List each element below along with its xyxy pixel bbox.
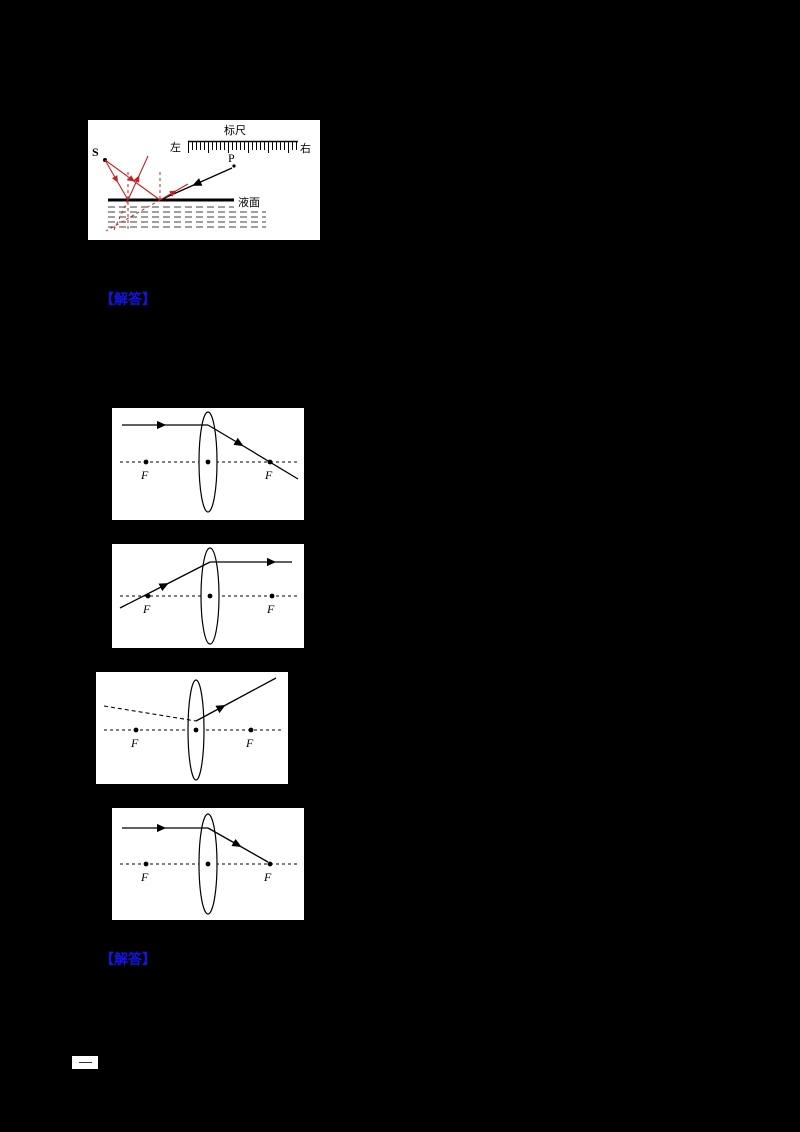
lens-diagram-b: F F	[119, 547, 298, 645]
surface-label: 液面	[238, 195, 260, 209]
focal-point-left	[143, 861, 149, 867]
incident-ray-extension	[103, 705, 197, 722]
construction-lines	[105, 172, 161, 233]
focal-point-right	[248, 727, 254, 733]
optical-center	[205, 861, 211, 867]
answer-link-2[interactable]: 【解答】	[100, 953, 156, 968]
focal-label-right: F	[266, 602, 275, 616]
focal-label-left: F	[140, 870, 149, 884]
focal-label-left: F	[130, 736, 139, 750]
focal-point-right	[267, 861, 273, 867]
optical-center	[207, 593, 213, 599]
light-rays	[104, 155, 189, 201]
sight-ray-to-surface	[159, 167, 233, 201]
ruler-scale	[188, 140, 298, 153]
lens-diagram-d: F F	[120, 813, 298, 915]
lens-diagram-panel-a: F F	[112, 408, 304, 520]
lens-diagram-panel-d: F F	[112, 808, 304, 920]
focal-point-left	[133, 727, 139, 733]
stamp-mark	[78, 1062, 92, 1063]
left-label: 左	[170, 141, 181, 154]
ruler-label: 标尺	[224, 123, 246, 137]
point-s-label: S	[92, 145, 99, 159]
figure-reflection-panel: 标尺 左 右 P 液面 S	[88, 120, 320, 240]
answer-link-1[interactable]: 【解答】	[100, 293, 156, 308]
right-label: 右	[300, 141, 311, 155]
refracted-ray	[195, 677, 277, 722]
point-p-dot	[232, 164, 236, 168]
incident-ray	[119, 561, 211, 609]
image-extension-2	[105, 199, 161, 232]
incident-ray-1	[104, 159, 129, 201]
focal-label-right: F	[245, 736, 254, 750]
optical-center	[205, 459, 211, 465]
reflected-ray-1	[127, 155, 149, 201]
water-hatching	[108, 206, 266, 228]
point-p-label: P	[228, 151, 235, 165]
lens-diagram-a: F F	[120, 411, 299, 513]
incident-ray-2	[104, 159, 161, 201]
refracted-ray	[207, 827, 269, 863]
lens-diagram-panel-c: F F	[96, 672, 288, 784]
lens-diagram-panel-b: F F	[112, 544, 304, 648]
focal-point-left	[143, 459, 149, 465]
focal-label-right: F	[264, 468, 273, 482]
focal-label-right: F	[263, 870, 272, 884]
reflection-diagram: 标尺 左 右 P 液面 S	[92, 123, 311, 233]
focal-point-right	[269, 593, 275, 599]
focal-label-left: F	[142, 602, 151, 616]
reflected-ray-2	[159, 183, 189, 201]
page-stamp	[72, 1056, 98, 1069]
focal-label-left: F	[140, 468, 149, 482]
refracted-ray	[207, 424, 299, 480]
optical-center	[193, 727, 199, 733]
lens-diagram-c: F F	[103, 677, 282, 781]
